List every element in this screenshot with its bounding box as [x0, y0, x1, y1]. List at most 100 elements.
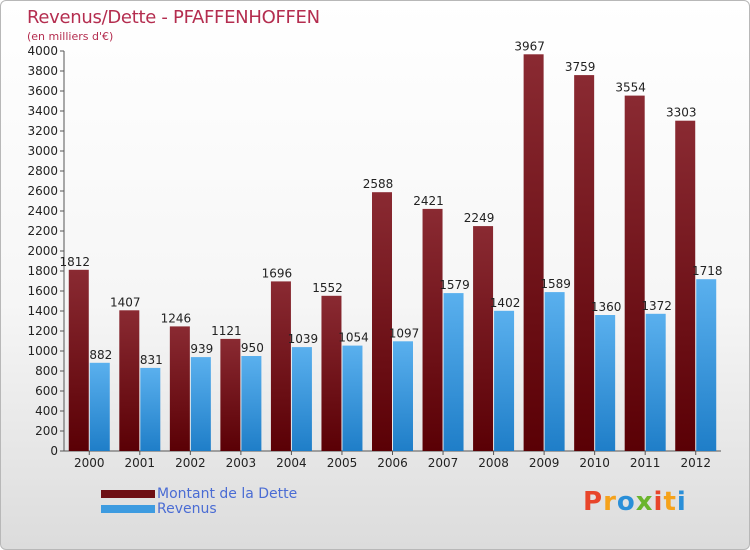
data-label-dette-2005: 1552: [312, 281, 343, 295]
y-tick-label: 4000: [27, 44, 58, 58]
y-tick-label: 0: [50, 444, 58, 458]
y-tick-label: 3200: [27, 124, 58, 138]
bar-dette-2004: [270, 281, 291, 451]
bar-dette-2001: [119, 310, 140, 451]
x-tick-label: 2004: [276, 456, 307, 470]
data-label-dette-2012: 3303: [666, 106, 697, 120]
bar-revenus-2011: [645, 313, 666, 451]
y-tick-label: 2400: [27, 204, 58, 218]
y-tick-label: 2000: [27, 244, 58, 258]
bar-dette-2011: [624, 95, 645, 451]
data-label-revenus-2002: 939: [190, 342, 213, 356]
x-tick-label: 2007: [428, 456, 459, 470]
data-label-dette-2006: 2588: [363, 177, 394, 191]
legend-label-debt: Montant de la Dette: [157, 486, 298, 502]
logo-letter: i: [653, 487, 664, 517]
y-tick-label: 1000: [27, 344, 58, 358]
data-label-dette-2001: 1407: [110, 295, 141, 309]
logo-letter: o: [616, 487, 636, 517]
data-label-revenus-2008: 1402: [490, 296, 521, 310]
data-label-dette-2011: 3554: [615, 81, 646, 95]
x-tick-label: 2009: [529, 456, 560, 470]
data-label-revenus-2012: 1718: [692, 264, 723, 278]
data-label-revenus-2009: 1589: [540, 277, 571, 291]
bar-revenus-2000: [89, 362, 110, 451]
bar-revenus-2008: [494, 310, 515, 451]
bar-revenus-2006: [393, 341, 413, 451]
bar-dette-2000: [68, 269, 89, 451]
y-tick-label: 2200: [27, 224, 58, 238]
bar-revenus-2004: [291, 347, 312, 451]
chart-title: Revenus/Dette - PFAFFENHOFFEN: [27, 7, 320, 28]
bar-dette-2009: [523, 54, 544, 452]
data-label-dette-2004: 1696: [262, 266, 293, 280]
bar-dette-2007: [422, 208, 443, 451]
bar-dette-2008: [473, 226, 494, 451]
bar-dette-2005: [321, 295, 342, 451]
y-tick-label: 200: [35, 424, 58, 438]
y-tick-label: 1200: [27, 324, 58, 338]
x-tick-label: 2010: [579, 456, 610, 470]
x-tick-label: 2000: [74, 456, 105, 470]
y-tick-label: 400: [35, 404, 58, 418]
bar-revenus-2012: [696, 279, 717, 451]
bar-dette-2003: [220, 338, 241, 451]
x-tick-label: 2003: [226, 456, 257, 470]
legend-swatch-revenus: [101, 505, 155, 513]
data-label-revenus-2005: 1054: [338, 331, 369, 345]
data-label-dette-2008: 2249: [464, 211, 495, 225]
bar-revenus-2003: [241, 356, 262, 451]
y-tick-label: 1400: [27, 304, 58, 318]
data-label-dette-2002: 1246: [161, 311, 192, 325]
x-tick-label: 2008: [478, 456, 509, 470]
y-tick-label: 3800: [27, 64, 58, 78]
bar-revenus-2010: [595, 315, 616, 451]
y-tick-label: 600: [35, 384, 58, 398]
data-label-revenus-2010: 1360: [591, 300, 622, 314]
bar-dette-2002: [169, 326, 190, 451]
x-tick-label: 2011: [630, 456, 661, 470]
bar-revenus-2001: [140, 367, 161, 451]
y-tick-label: 3600: [27, 84, 58, 98]
logo-letter: t: [663, 487, 677, 517]
bar-dette-2012: [675, 120, 696, 451]
legend-label-revenus: Revenus: [157, 501, 217, 517]
x-tick-label: 2012: [680, 456, 711, 470]
data-label-revenus-2006: 1097: [389, 326, 420, 340]
data-label-revenus-2011: 1372: [641, 299, 672, 313]
y-tick-label: 800: [35, 364, 58, 378]
y-tick-label: 2600: [27, 184, 58, 198]
y-tick-label: 2800: [27, 164, 58, 178]
logo-letter: x: [635, 487, 654, 517]
y-tick-label: 1800: [27, 264, 58, 278]
legend-swatch-debt: [101, 490, 155, 498]
x-tick-label: 2006: [377, 456, 408, 470]
data-label-dette-2010: 3759: [565, 60, 596, 74]
bar-dette-2006: [372, 192, 392, 451]
x-tick-label: 2005: [327, 456, 358, 470]
data-label-dette-2003: 1121: [211, 324, 242, 338]
data-label-revenus-2000: 882: [89, 348, 112, 362]
data-label-dette-2009: 3967: [514, 39, 545, 53]
x-tick-label: 2002: [175, 456, 206, 470]
data-label-revenus-2003: 950: [241, 341, 264, 355]
data-label-dette-2000: 1812: [59, 255, 90, 269]
data-label-revenus-2004: 1039: [288, 332, 319, 346]
y-tick-label: 3000: [27, 144, 58, 158]
y-tick-label: 1600: [27, 284, 58, 298]
logo-letter: i: [676, 487, 687, 517]
x-tick-label: 2001: [125, 456, 156, 470]
logo-letter: P: [583, 487, 604, 517]
bar-revenus-2005: [342, 345, 363, 451]
data-label-dette-2007: 2421: [413, 194, 444, 208]
bar-dette-2010: [574, 75, 595, 451]
data-label-revenus-2001: 831: [140, 353, 163, 367]
proxiti-logo: Proxiti: [583, 487, 687, 517]
bar-revenus-2002: [190, 357, 211, 451]
y-tick-label: 3400: [27, 104, 58, 118]
logo-letter: r: [603, 487, 617, 517]
chart-subtitle: (en milliers d'€): [27, 30, 114, 43]
bar-revenus-2009: [544, 292, 565, 451]
